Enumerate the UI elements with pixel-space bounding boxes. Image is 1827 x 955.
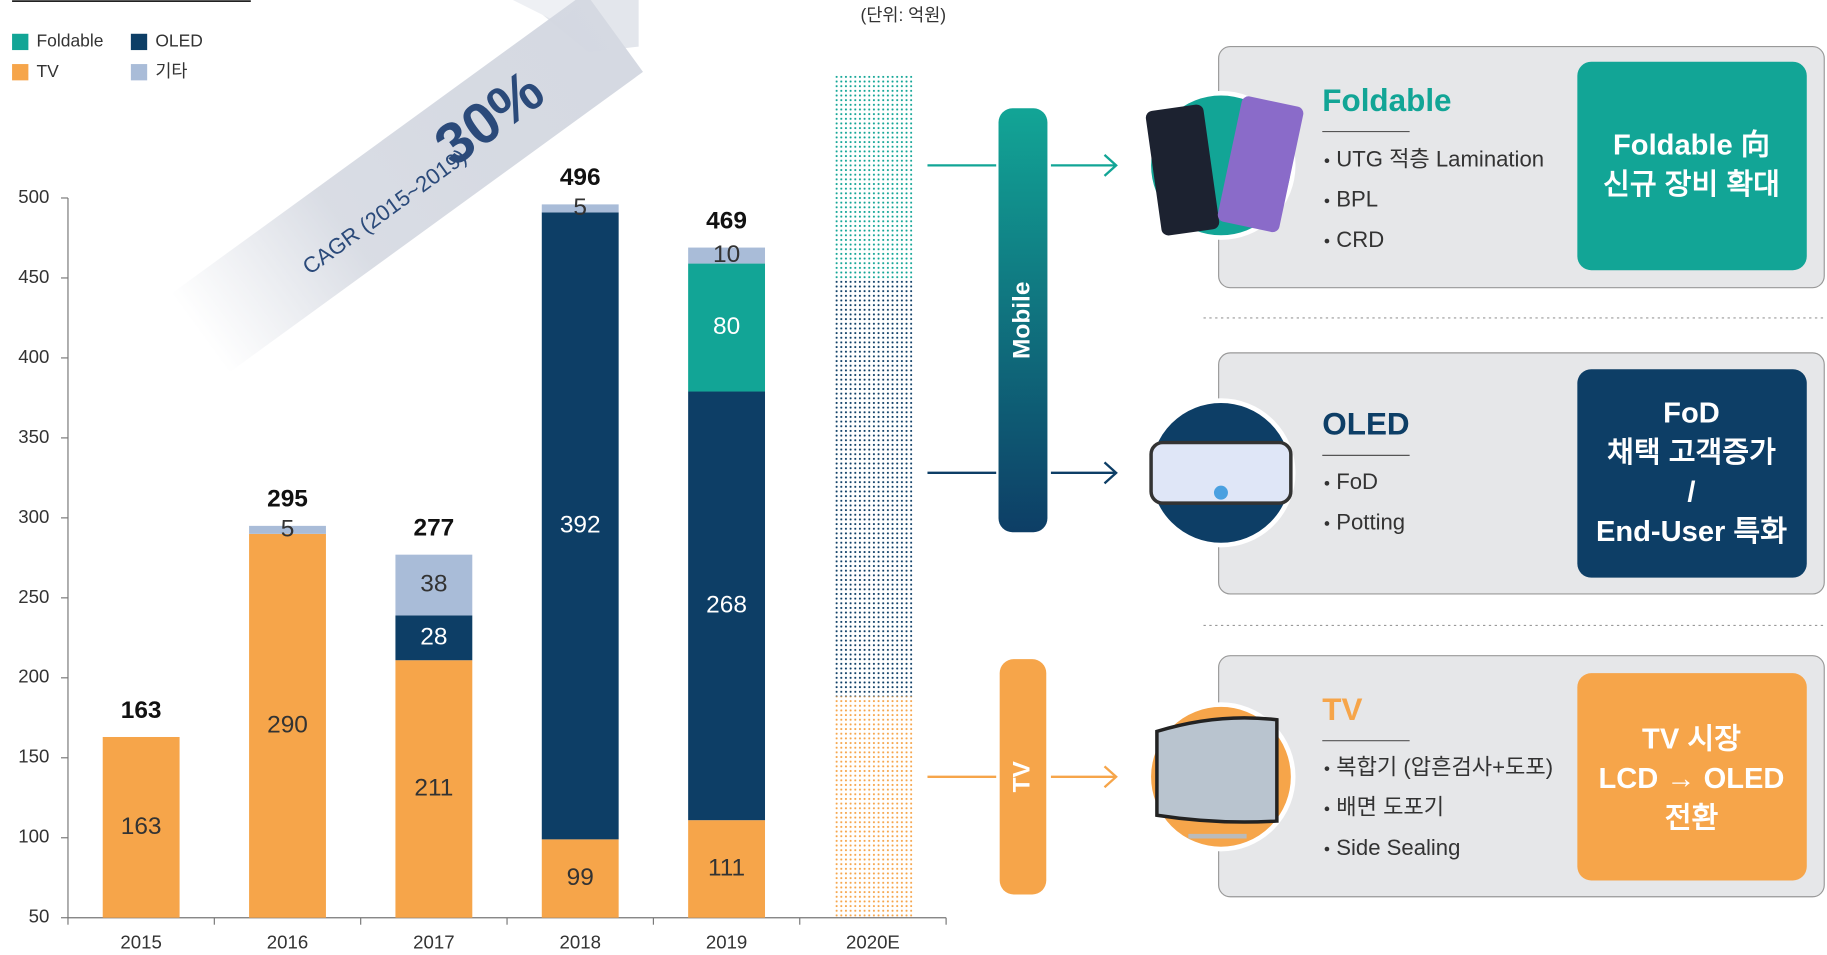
- total-label: 469: [706, 207, 747, 234]
- card-bullet: Side Sealing: [1336, 835, 1460, 860]
- bullet: [1325, 239, 1330, 244]
- x-tick-label: 2015: [120, 931, 161, 952]
- value-label: 5: [573, 194, 587, 221]
- x-tick-label: 2017: [413, 931, 454, 952]
- fingerprint: [1214, 486, 1228, 500]
- highlight-text: End-User 특화: [1596, 515, 1787, 548]
- bullet: [1325, 766, 1330, 771]
- highlight-text: FoD: [1663, 397, 1720, 429]
- card-title: TV: [1322, 692, 1362, 727]
- y-tick-label: 450: [18, 266, 49, 287]
- total-label: 496: [560, 164, 601, 191]
- card-bullet: 복합기 (압흔검사+도포): [1336, 755, 1553, 780]
- legend-label: OLED: [155, 31, 203, 51]
- value-label: 38: [420, 571, 447, 598]
- value-label: 211: [414, 774, 453, 801]
- bullet: [1325, 521, 1330, 526]
- x-tick-label: 2016: [267, 931, 308, 952]
- y-tick-label: 200: [18, 666, 49, 687]
- total-label: 295: [267, 486, 308, 513]
- highlight-text: Foldable 向: [1613, 128, 1770, 161]
- bullet: [1325, 481, 1330, 486]
- card-bullet: Potting: [1336, 509, 1405, 534]
- legend-label: Foldable: [37, 31, 104, 51]
- bullet: [1325, 847, 1330, 852]
- legend-swatch: [131, 64, 147, 80]
- y-tick-label: 300: [18, 506, 49, 527]
- value-label: 290: [267, 711, 308, 738]
- y-tick-label: 150: [18, 746, 49, 767]
- card-bullet: UTG 적층 Lamination: [1336, 147, 1544, 172]
- highlight-text: 채택 고객증가: [1607, 436, 1776, 469]
- value-label: 111: [708, 854, 745, 881]
- unit-label: (단위: 억원): [861, 5, 947, 25]
- forecast-bar: [835, 76, 912, 918]
- highlight-text: /: [1687, 476, 1695, 508]
- value-label: 28: [420, 623, 447, 650]
- x-tick-label: 2019: [706, 931, 747, 952]
- y-tick-label: 500: [18, 186, 49, 207]
- legend-swatch: [12, 34, 28, 50]
- y-tick-label: 350: [18, 426, 49, 447]
- infographic: (단위: 억원)CAGR (2015~2019)30%TVOLEDFoldabl…: [0, 0, 1827, 955]
- group-label: Mobile: [1008, 282, 1035, 359]
- card-bullet: CRD: [1336, 227, 1384, 252]
- value-label: 5: [281, 515, 295, 542]
- value-label: 99: [567, 864, 594, 891]
- legend-label: TV: [37, 61, 60, 81]
- tv: [1157, 718, 1277, 822]
- value-label: 268: [706, 591, 747, 618]
- highlight-text: TV 시장: [1642, 722, 1741, 755]
- page: (단위: 억원)CAGR (2015~2019)30%TVOLEDFoldabl…: [0, 0, 1827, 955]
- card-bullet: BPL: [1336, 187, 1378, 212]
- card-bullet: 배면 도포기: [1336, 795, 1444, 820]
- y-tick-label: 100: [18, 826, 49, 847]
- y-tick-label: 400: [18, 346, 49, 367]
- legend-label: 기타: [155, 61, 187, 81]
- y-tick-label: 250: [18, 586, 49, 607]
- legend-swatch: [12, 64, 28, 80]
- card-title: Foldable: [1322, 83, 1451, 118]
- highlight-box: [1577, 62, 1806, 270]
- card-bullet: FoD: [1336, 469, 1378, 494]
- group-label: TV: [1008, 761, 1035, 793]
- highlight-text: 전환: [1665, 802, 1719, 835]
- highlight-text: 신규 장비 확대: [1603, 168, 1780, 201]
- legend-swatch: [131, 34, 147, 50]
- x-tick-label: 2018: [560, 931, 601, 952]
- value-label: 163: [121, 813, 162, 840]
- value-label: 10: [713, 241, 740, 268]
- value-label: 392: [560, 511, 601, 538]
- bullet: [1325, 807, 1330, 812]
- y-tick-label: 50: [29, 906, 50, 927]
- x-tick-label: 2020E: [846, 931, 900, 952]
- value-label: 80: [713, 313, 740, 340]
- total-label: 163: [121, 697, 162, 724]
- total-label: 277: [413, 514, 454, 541]
- highlight-text: LCD → OLED: [1598, 763, 1784, 795]
- card-title: OLED: [1322, 407, 1409, 442]
- bullet: [1325, 158, 1330, 163]
- bullet: [1325, 199, 1330, 204]
